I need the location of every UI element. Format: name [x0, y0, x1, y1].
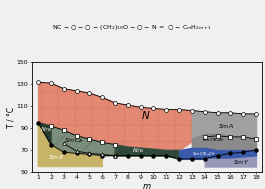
- Text: $SmA$: $SmA$: [218, 122, 233, 130]
- X-axis label: m: m: [143, 182, 151, 189]
- Y-axis label: T / °C: T / °C: [6, 107, 15, 128]
- Text: NC $-$ $\bigcirc$ $-$ $\bigcirc$ $-$ (CH$_2$)$_{10}$O $-$ $\bigcirc$ $-$ N $=$ $: NC $-$ $\bigcirc$ $-$ $\bigcirc$ $-$ (CH…: [52, 23, 213, 32]
- Text: $N_{TB}$: $N_{TB}$: [132, 146, 144, 155]
- Text: $SmY$: $SmY$: [233, 158, 249, 166]
- Text: $SmC_{A}$: $SmC_{A}$: [64, 136, 83, 145]
- Text: $SmX$: $SmX$: [48, 153, 65, 161]
- Polygon shape: [38, 123, 102, 167]
- Polygon shape: [38, 123, 51, 145]
- Text: $SmC_{TB\mathregular{-}OH}$: $SmC_{TB\mathregular{-}OH}$: [192, 150, 215, 158]
- Text: $N$: $N$: [141, 109, 150, 121]
- Text: $SmC_{TB\mathregular{-}SH}$: $SmC_{TB\mathregular{-}SH}$: [202, 137, 225, 144]
- Text: $N_{TB}$: $N_{TB}$: [40, 125, 52, 134]
